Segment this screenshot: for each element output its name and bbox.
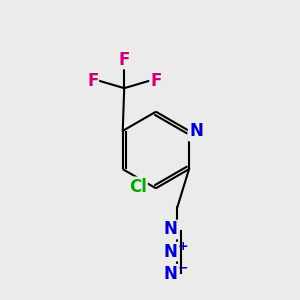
Text: Cl: Cl [129, 178, 147, 196]
Text: +: + [177, 240, 188, 253]
Text: F: F [118, 51, 130, 69]
Text: N: N [164, 265, 178, 283]
Text: F: F [87, 72, 98, 90]
Text: F: F [150, 72, 161, 90]
Text: N: N [190, 122, 203, 140]
Text: N: N [164, 243, 178, 261]
Text: N: N [164, 220, 178, 238]
Text: −: − [177, 262, 188, 275]
